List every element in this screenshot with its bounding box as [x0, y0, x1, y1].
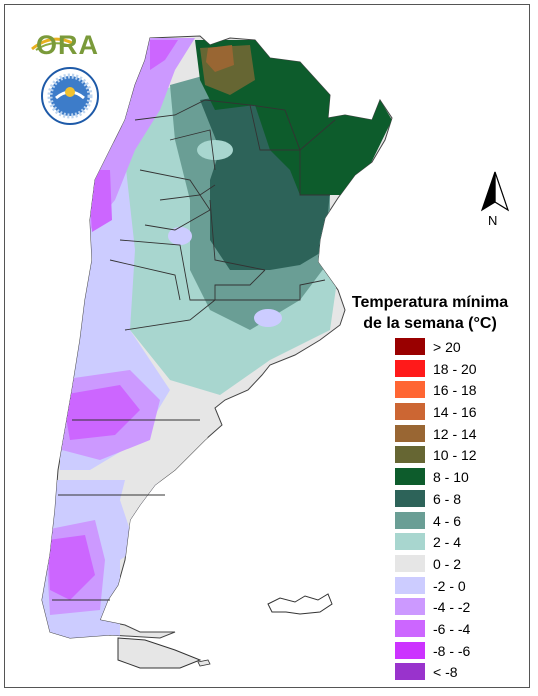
malvinas-islands: [267, 593, 333, 615]
legend-swatch: [395, 424, 425, 442]
legend-label: -2 - 0: [433, 577, 466, 594]
legend-label: 10 - 12: [433, 447, 477, 464]
legend-swatch: [395, 359, 425, 377]
zone-2-4-patch-2: [168, 227, 192, 245]
legend-label: 2 - 4: [433, 534, 462, 551]
legend-item: 4 - 6: [395, 511, 525, 532]
legend-swatch: [395, 641, 425, 659]
legend-label: 4 - 6: [433, 512, 462, 529]
legend-title-line2: de la semana (°C): [363, 315, 497, 332]
north-label: N: [488, 213, 498, 228]
legend-label: -4 - -2: [433, 599, 471, 616]
legend-item: -2 - 0: [395, 576, 525, 597]
zone-12-14-north: [206, 45, 234, 72]
legend-swatch: [395, 338, 425, 355]
legend-label: > 20: [433, 339, 461, 355]
legend-item: 0 - 2: [395, 554, 525, 575]
legend-label: 6 - 8: [433, 490, 462, 507]
legend-swatch: [395, 576, 425, 594]
legend-swatch: [395, 446, 425, 464]
legend-label: 12 - 14: [433, 425, 477, 442]
zone-minus4-minus2-nw: [90, 38, 195, 230]
ora-sun-icon: [31, 37, 73, 51]
north-arrow-icon: [480, 171, 510, 212]
legend-label: < -8: [433, 664, 458, 681]
legend-label: 16 - 18: [433, 382, 477, 399]
legend-title: Temperatura mínima de la semana (°C): [340, 292, 520, 334]
legend-item: < -8: [395, 662, 525, 683]
legend-swatch: [395, 403, 425, 421]
legend-label: 14 - 16: [433, 404, 477, 421]
isla-de-los-estados: [197, 659, 211, 667]
zone-2-4-patch: [197, 140, 233, 160]
legend-label: -8 - -6: [433, 642, 471, 659]
tierra-del-fuego: [117, 637, 202, 669]
legend: > 20 18 - 20 16 - 18 14 - 16 12 - 14 10 - 12 8…: [395, 337, 525, 684]
legend-swatch: [395, 489, 425, 507]
legend-label: 0 - 2: [433, 555, 462, 572]
legend-item: -4 - -2: [395, 597, 525, 618]
legend-item: 14 - 16: [395, 402, 525, 423]
legend-swatch: [395, 533, 425, 551]
legend-item: 6 - 8: [395, 489, 525, 510]
legend-item: 18 - 20: [395, 359, 525, 380]
province-borders: [52, 99, 336, 601]
legend-swatch: [395, 468, 425, 486]
legend-swatch: [395, 554, 425, 572]
legend-item: 8 - 10: [395, 467, 525, 488]
legend-label: -6 - -4: [433, 620, 471, 637]
legend-swatch: [395, 511, 425, 529]
legend-label: 18 - 20: [433, 360, 477, 377]
legend-title-line1: Temperatura mínima: [351, 294, 509, 311]
legend-item: 12 - 14: [395, 424, 525, 445]
zone-minus6-minus4-south: [48, 535, 95, 600]
servicio-meteorologico-seal-icon: [41, 67, 99, 125]
legend-swatch: [395, 598, 425, 616]
legend-label: 8 - 10: [433, 469, 469, 486]
legend-swatch: [395, 381, 425, 399]
zone-2-4-patch-3: [254, 309, 282, 327]
legend-item: 10 - 12: [395, 445, 525, 466]
zone-minus6-minus4-central: [62, 385, 140, 440]
legend-item: > 20: [395, 337, 525, 358]
ora-logo-text: ORA: [36, 30, 99, 60]
legend-swatch: [395, 663, 425, 681]
zone-minus6-minus4-nw: [150, 40, 178, 70]
legend-item: 2 - 4: [395, 532, 525, 553]
legend-item: -6 - -4: [395, 619, 525, 640]
legend-item: 16 - 18: [395, 380, 525, 401]
legend-swatch: [395, 619, 425, 637]
legend-item: -8 - -6: [395, 641, 525, 662]
